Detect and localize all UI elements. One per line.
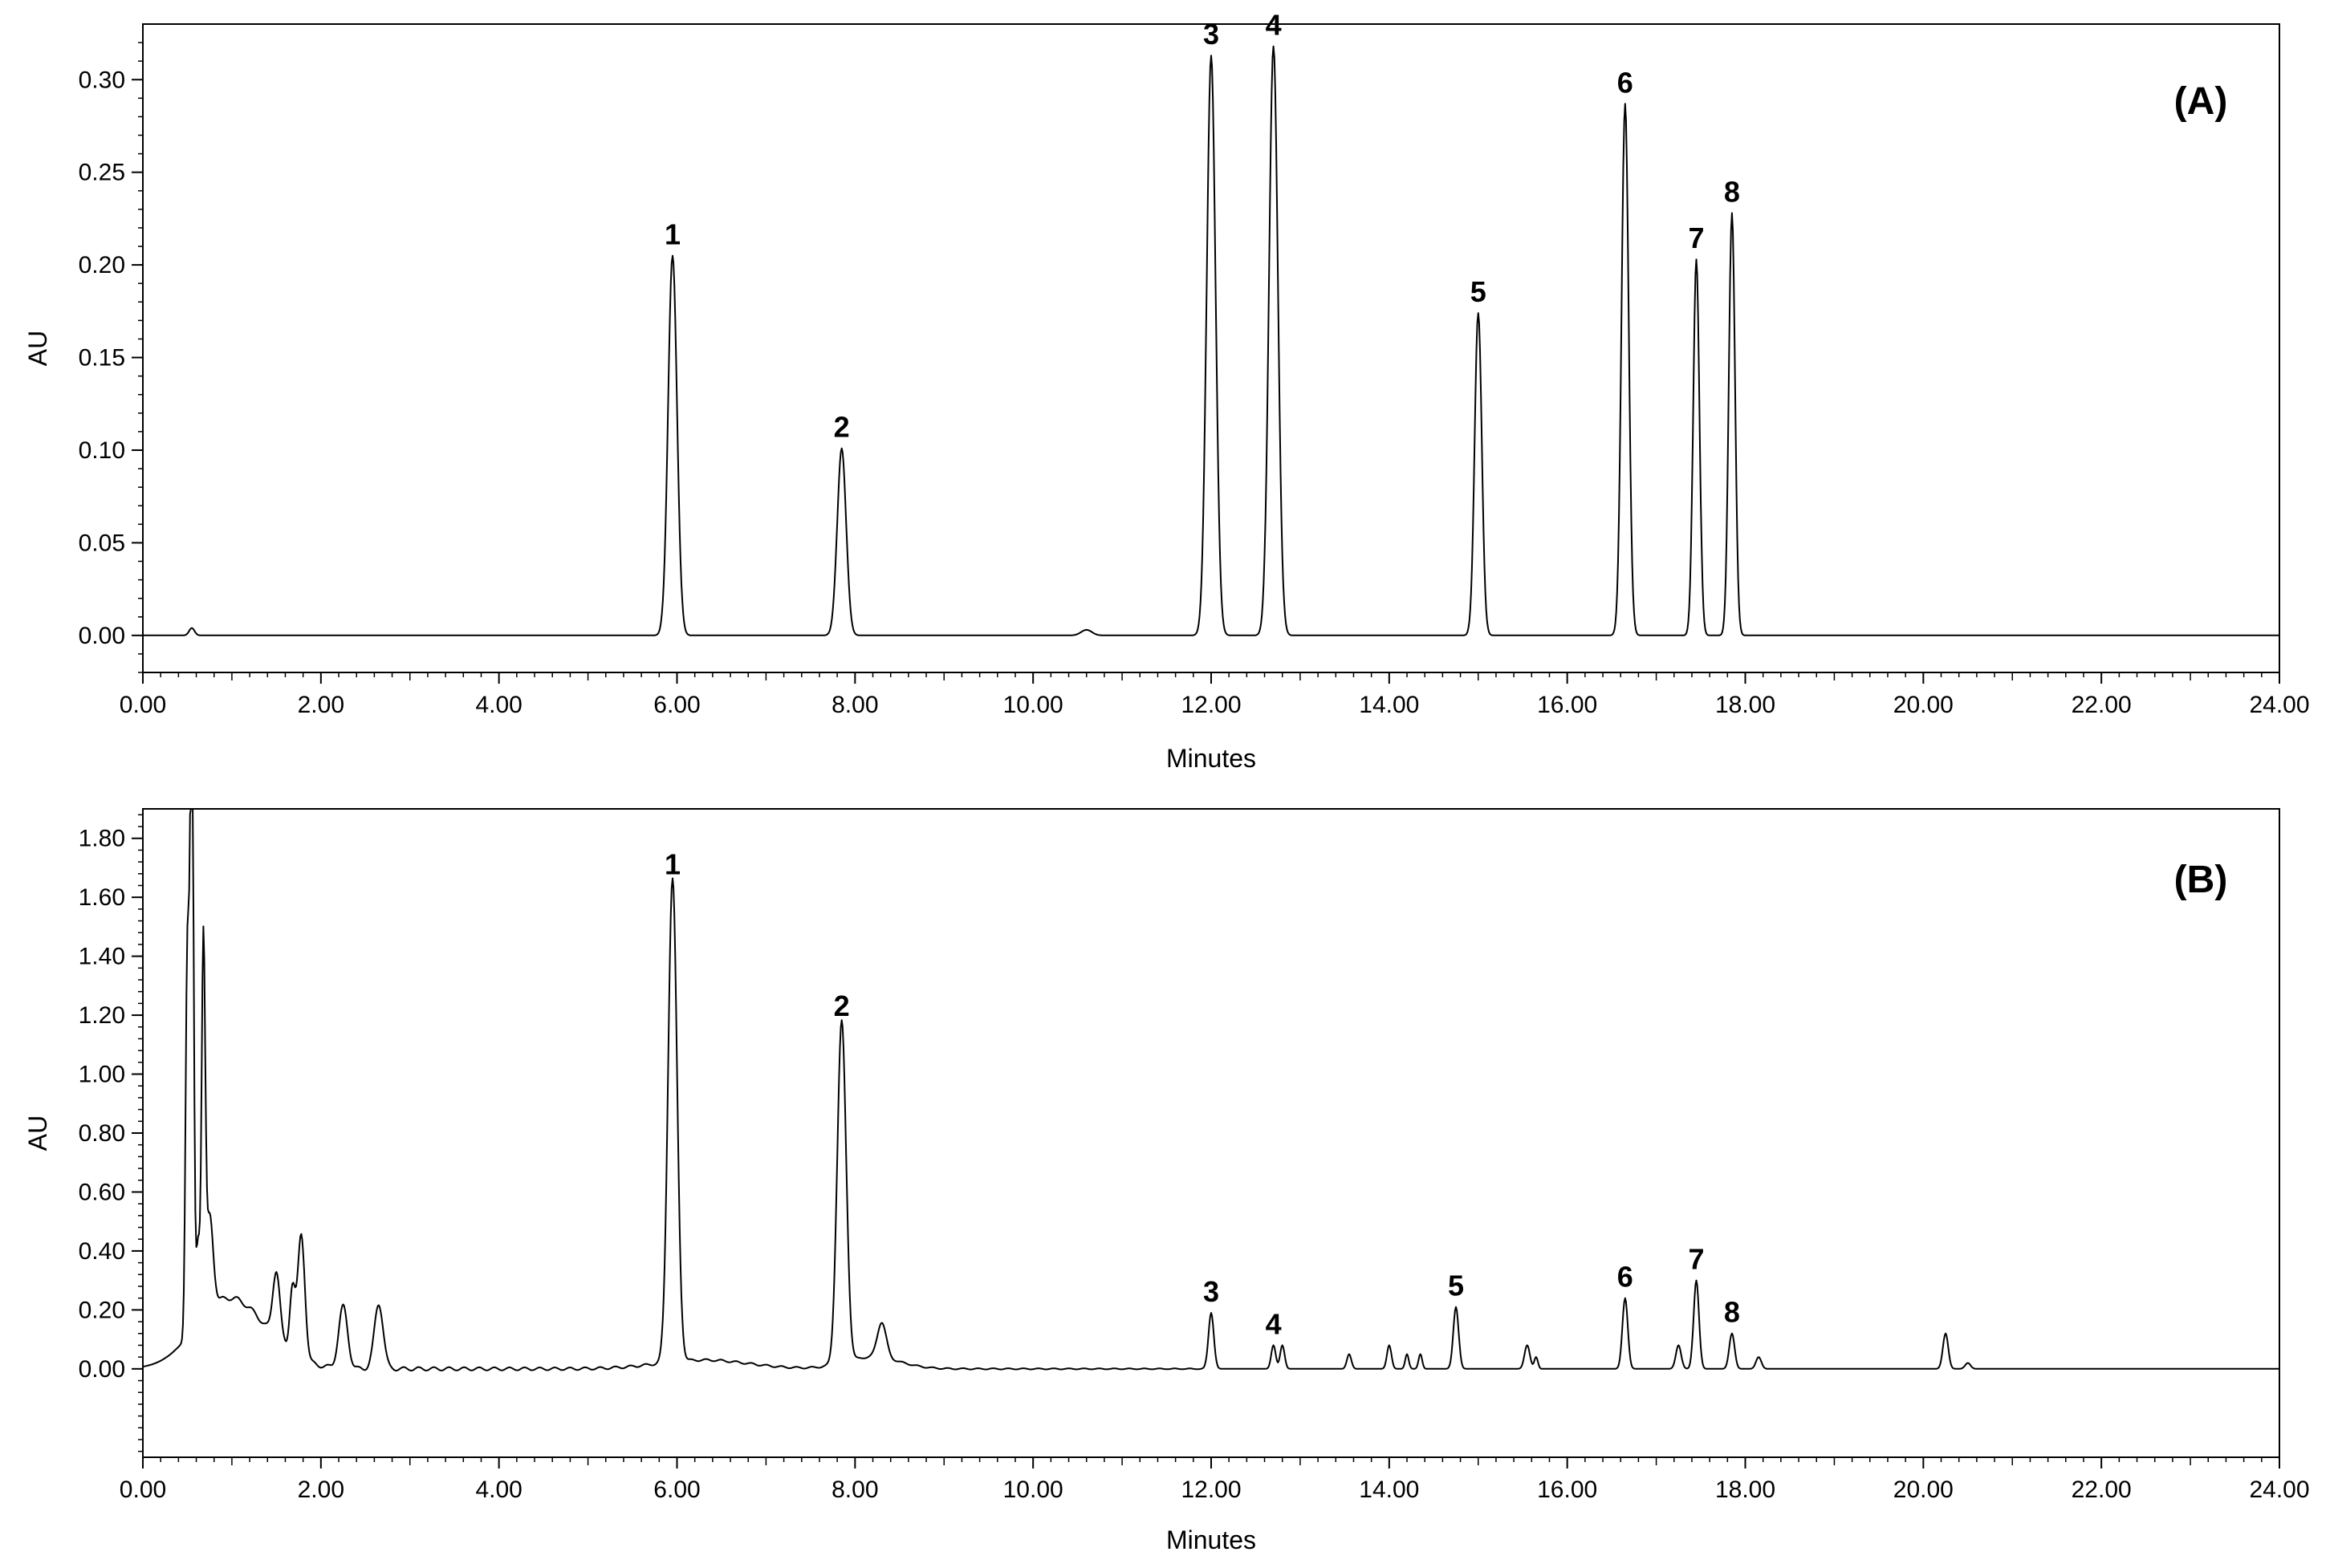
x-tick-label: 22.00 — [2072, 692, 2132, 718]
x-tick-label: 0.00 — [120, 1477, 166, 1503]
peak-label: 4 — [1266, 9, 1282, 42]
peak-labels: 1 2 3 4 5 6 78 — [665, 9, 1740, 444]
peak-label: 1 — [665, 847, 681, 880]
peak-label: 2 — [834, 989, 850, 1022]
x-tick-label: 4.00 — [475, 1477, 522, 1503]
y-tick-label: 0.40 — [79, 1238, 125, 1265]
y-tick-label: 0.00 — [79, 623, 125, 649]
peak-label: 6 — [1617, 66, 1633, 99]
peak-label: 2 — [834, 411, 850, 444]
x-tick-label: 10.00 — [1003, 1477, 1063, 1503]
y-tick-label: 0.15 — [79, 345, 125, 372]
peak-label: 3 — [1203, 1275, 1219, 1308]
peak-label: 8 — [1724, 175, 1740, 208]
peak-label: 6 — [1617, 1261, 1633, 1294]
peak-label: 5 — [1448, 1269, 1464, 1302]
x-tick-label: 18.00 — [1715, 692, 1775, 718]
chromatogram-trace-a — [143, 45, 2279, 636]
x-tick-label: 8.00 — [832, 692, 878, 718]
x-tick-label: 2.00 — [298, 692, 344, 718]
chromatogram-panel-b: 0.00 2.00 4.00 6.00 8.00 10.00 12.00 14.00 16.00… — [23, 808, 2310, 1554]
x-tick-label: 20.00 — [1893, 1477, 1954, 1503]
chromatogram-panel-a: 0.00 2.00 4.00 6.00 8.00 10.00 12.00 14.00 16.00… — [23, 9, 2310, 773]
peak-label: 4 — [1266, 1307, 1282, 1340]
y-tick-label: 0.00 — [79, 1356, 125, 1383]
x-tick-label: 12.00 — [1181, 692, 1241, 718]
x-tick-label: 0.00 — [120, 692, 166, 718]
peak-label: 7 — [1688, 221, 1704, 254]
x-axis-title: Minutes — [1166, 1525, 1256, 1554]
y-tick-label: 1.60 — [79, 884, 125, 911]
x-tick-label: 16.00 — [1537, 1477, 1597, 1503]
axis-ticks: 0.00 2.00 4.00 6.00 8.00 10.00 12.00 14.00 16.00… — [79, 814, 2310, 1503]
peak-label: 5 — [1470, 275, 1486, 308]
x-tick-label: 18.00 — [1715, 1477, 1775, 1503]
peak-label: 7 — [1688, 1243, 1704, 1276]
y-tick-label: 0.20 — [79, 252, 125, 278]
axis-ticks: 0.00 2.00 4.00 6.00 8.00 10.00 12.00 14.00 16.00… — [79, 42, 2310, 718]
x-tick-label: 2.00 — [298, 1477, 344, 1503]
x-tick-label: 16.00 — [1537, 692, 1597, 718]
plot-frame — [142, 23, 2280, 673]
y-tick-label: 0.60 — [79, 1179, 125, 1205]
peak-label: 3 — [1203, 18, 1219, 51]
x-tick-label: 14.00 — [1359, 1477, 1419, 1503]
peak-label: 1 — [665, 218, 681, 251]
y-tick-label: 1.80 — [79, 826, 125, 852]
y-tick-label: 0.05 — [79, 530, 125, 556]
peak-labels: 1 2 3 4 5 6 78 — [665, 847, 1740, 1340]
x-tick-label: 10.00 — [1003, 692, 1063, 718]
panel-label: (B) — [2174, 859, 2228, 901]
y-tick-label: 1.00 — [79, 1062, 125, 1088]
x-tick-label: 6.00 — [653, 692, 700, 718]
peak-label: 8 — [1724, 1296, 1740, 1329]
x-axis-title: Minutes — [1166, 744, 1256, 773]
panel-label: (A) — [2174, 80, 2228, 123]
y-axis-title: AU — [23, 1115, 52, 1151]
x-tick-label: 14.00 — [1359, 692, 1419, 718]
y-tick-label: 0.80 — [79, 1120, 125, 1147]
x-tick-label: 12.00 — [1181, 1477, 1241, 1503]
x-tick-label: 24.00 — [2249, 1477, 2309, 1503]
y-tick-label: 0.20 — [79, 1297, 125, 1323]
y-tick-label: 0.10 — [79, 437, 125, 464]
x-tick-label: 24.00 — [2249, 692, 2309, 718]
x-tick-label: 22.00 — [2072, 1477, 2132, 1503]
y-axis-title: AU — [23, 331, 52, 366]
y-tick-label: 1.40 — [79, 944, 125, 970]
y-tick-label: 0.25 — [79, 160, 125, 186]
x-tick-label: 4.00 — [475, 692, 522, 718]
plot-frame — [142, 808, 2280, 1458]
x-tick-label: 8.00 — [832, 1477, 878, 1503]
y-tick-label: 1.20 — [79, 1002, 125, 1029]
y-tick-label: 0.30 — [79, 67, 125, 93]
x-tick-label: 6.00 — [653, 1477, 700, 1503]
x-tick-label: 20.00 — [1893, 692, 1954, 718]
chromatogram-trace-b — [142, 808, 2279, 1371]
